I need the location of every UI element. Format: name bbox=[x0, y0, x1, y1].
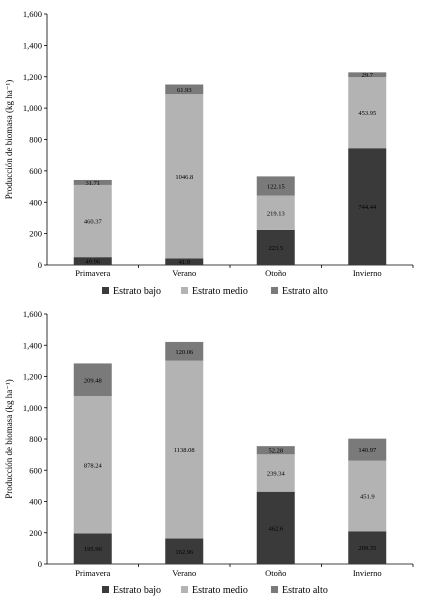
data-label: 453.95 bbox=[358, 110, 376, 117]
data-label: 219.13 bbox=[267, 210, 285, 217]
y-tick-label: 0 bbox=[38, 559, 42, 569]
data-label: 162.96 bbox=[175, 549, 194, 556]
data-label: 49.96 bbox=[85, 259, 100, 266]
bar-segment-estrato-medio bbox=[73, 396, 112, 534]
data-label: 122.15 bbox=[267, 183, 285, 190]
y-tick-label: 200 bbox=[29, 229, 42, 239]
data-label: 61.93 bbox=[177, 87, 192, 94]
y-tick-label: 1,000 bbox=[23, 403, 42, 413]
bar-segment-estrato-bajo bbox=[348, 531, 387, 564]
legend-swatch bbox=[181, 287, 188, 294]
legend-label: Estrato bajo bbox=[113, 585, 161, 596]
legend-label: Estrato alto bbox=[282, 585, 328, 596]
y-tick-label: 400 bbox=[29, 197, 42, 207]
y-tick-label: 1,600 bbox=[23, 309, 42, 319]
data-label: 878.24 bbox=[84, 462, 103, 469]
data-label: 1046.8 bbox=[175, 174, 193, 181]
bar-segment-estrato-alto bbox=[73, 179, 112, 185]
y-tick-label: 200 bbox=[29, 528, 42, 538]
data-label: 31.71 bbox=[85, 180, 100, 187]
y-axis-label: Producción de biomasa (kg ha⁻¹) bbox=[4, 80, 14, 199]
y-tick-label: 800 bbox=[29, 135, 42, 145]
category-label: Invierno bbox=[353, 568, 382, 578]
legend-swatch bbox=[102, 287, 109, 294]
bar-segment-estrato-alto bbox=[73, 363, 112, 397]
category-label: Verano bbox=[172, 568, 196, 578]
data-label: 460.37 bbox=[84, 219, 103, 226]
y-tick-label: 1,200 bbox=[23, 372, 42, 382]
data-label: 52.28 bbox=[268, 448, 283, 455]
data-label: 1138.08 bbox=[174, 447, 195, 454]
y-tick-label: 1,600 bbox=[23, 9, 42, 19]
bar-segment-estrato-bajo bbox=[256, 491, 295, 564]
category-label: Otoño bbox=[265, 568, 286, 578]
bar-segment-estrato-medio bbox=[165, 360, 204, 539]
data-label: 209.35 bbox=[358, 545, 376, 552]
data-label: 120.06 bbox=[175, 349, 194, 356]
data-label: 223.5 bbox=[268, 245, 283, 252]
data-label: 140.97 bbox=[358, 447, 377, 454]
bar-segment-estrato-medio bbox=[256, 195, 295, 230]
chart-panel-1: 0 200 400 600 800 1,000 1,200 1,400 1,600 Producc… bbox=[4, 9, 414, 297]
bar-segment-estrato-bajo bbox=[165, 538, 204, 564]
bar-segment-estrato-medio bbox=[256, 454, 295, 492]
legend-label: Estrato alto bbox=[282, 286, 328, 297]
y-tick-label: 800 bbox=[29, 434, 42, 444]
bar-segment-estrato-alto bbox=[348, 72, 387, 78]
bar-segment-estrato-bajo bbox=[73, 533, 112, 564]
bar-segment-estrato-bajo bbox=[73, 257, 112, 265]
y-tick-label: 600 bbox=[29, 465, 42, 475]
data-label: 41.9 bbox=[179, 259, 190, 266]
data-label: 462.6 bbox=[268, 525, 283, 532]
bar-segment-estrato-alto bbox=[165, 341, 204, 361]
category-label: Primavera bbox=[75, 268, 110, 278]
y-tick-label: 1,000 bbox=[23, 103, 42, 113]
bar-segment-estrato-alto bbox=[165, 84, 204, 95]
y-tick-label: 600 bbox=[29, 166, 42, 176]
data-label: 239.34 bbox=[267, 471, 286, 478]
data-label: 744.44 bbox=[358, 204, 377, 211]
legend-label: Estrato bajo bbox=[113, 286, 161, 297]
legend-label: Estrato medio bbox=[192, 585, 248, 596]
bar-segment-estrato-bajo bbox=[256, 229, 295, 265]
data-label: 209.48 bbox=[84, 377, 102, 384]
legend-swatch bbox=[271, 287, 278, 294]
bar-segment-estrato-bajo bbox=[348, 148, 387, 265]
legend-swatch bbox=[102, 586, 109, 593]
chart-panel-2: 0 200 400 600 800 1,000 1,200 1,400 1,600 Producc… bbox=[4, 309, 414, 596]
y-tick-label: 1,400 bbox=[23, 340, 42, 350]
y-tick-label: 0 bbox=[38, 260, 42, 270]
bar-segment-estrato-bajo bbox=[165, 258, 204, 265]
legend-swatch bbox=[181, 586, 188, 593]
bar-segment-estrato-alto bbox=[256, 176, 295, 196]
bar-segment-estrato-alto bbox=[256, 446, 295, 455]
category-label: Primavera bbox=[75, 568, 110, 578]
bar-segment-estrato-alto bbox=[348, 438, 387, 461]
y-tick-label: 1,200 bbox=[23, 72, 42, 82]
y-tick-label: 1,400 bbox=[23, 40, 42, 50]
bar-segment-estrato-medio bbox=[348, 460, 387, 532]
bar-segment-estrato-medio bbox=[165, 94, 204, 259]
legend-label: Estrato medio bbox=[192, 286, 248, 297]
bar-segment-estrato-medio bbox=[348, 77, 387, 149]
data-label: 29.7 bbox=[362, 72, 374, 79]
category-label: Verano bbox=[172, 268, 196, 278]
bar-segment-estrato-medio bbox=[73, 184, 112, 258]
category-label: Invierno bbox=[353, 268, 382, 278]
y-axis-label: Producción de biomasa (kg ha⁻¹) bbox=[4, 379, 14, 498]
category-label: Otoño bbox=[265, 268, 286, 278]
y-tick-label: 400 bbox=[29, 497, 42, 507]
legend-swatch bbox=[271, 586, 278, 593]
data-label: 451.9 bbox=[360, 493, 375, 500]
data-label: 195.96 bbox=[84, 546, 103, 553]
